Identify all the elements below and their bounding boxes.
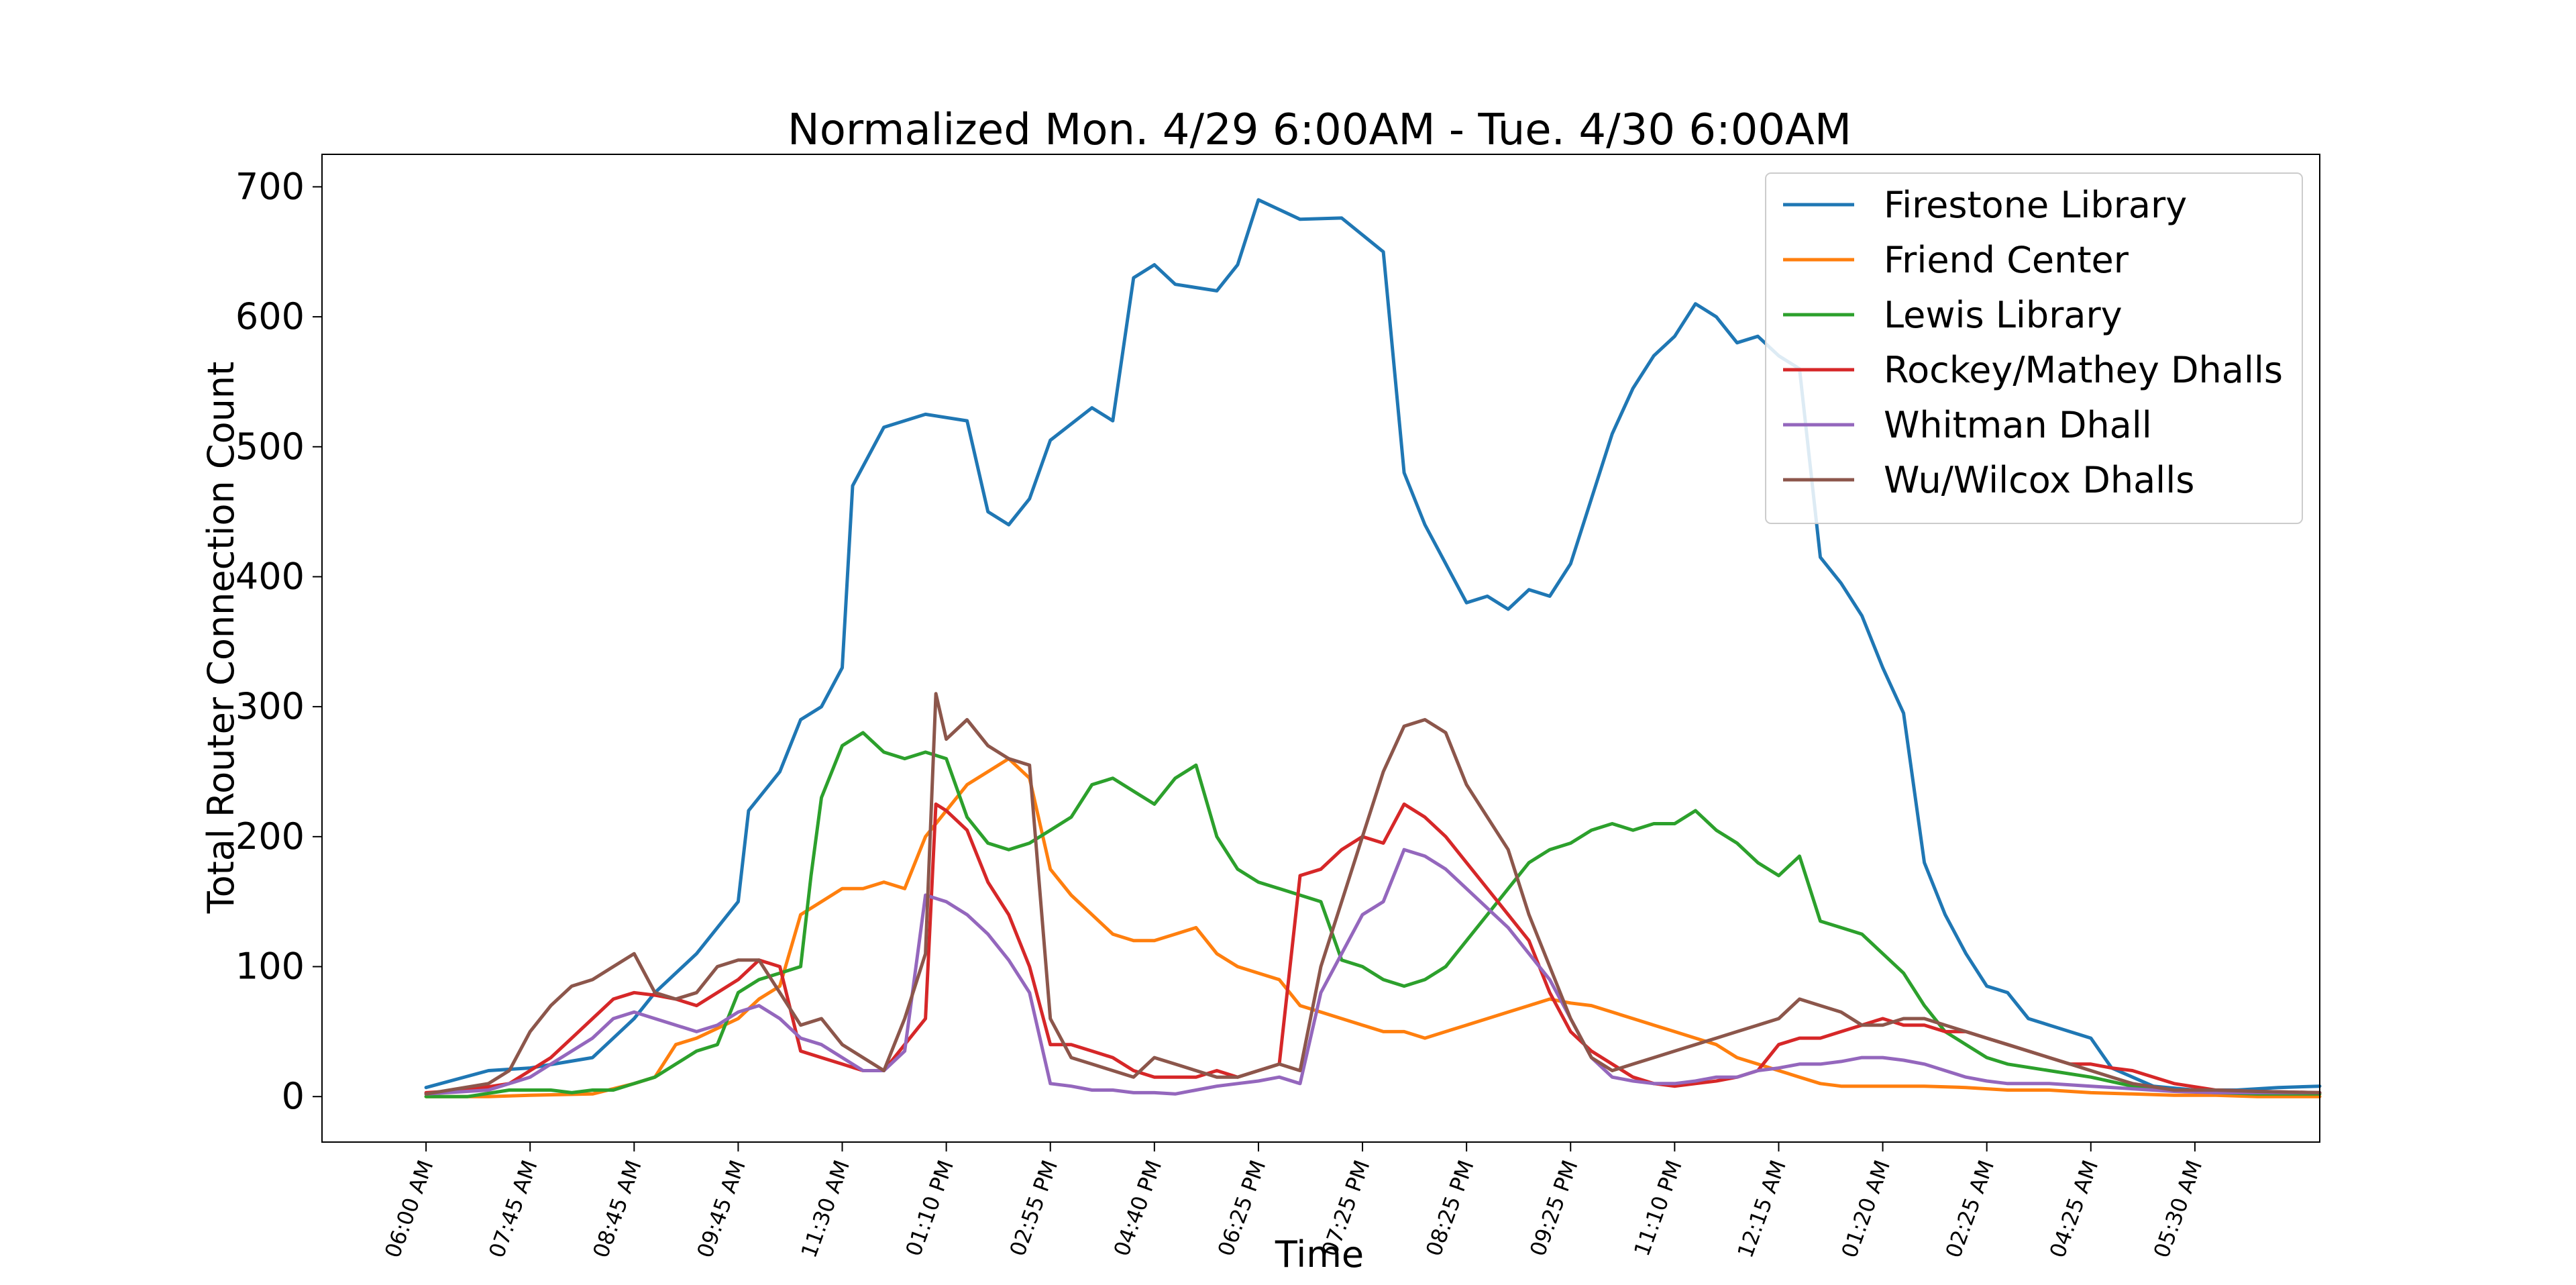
- legend: Firestone Library Friend Center Lewis Libr…: [1765, 172, 2303, 524]
- series-line-friend-center: [424, 757, 2322, 1098]
- y-tick-label: 0: [282, 1075, 305, 1117]
- y-tick-label: 400: [235, 555, 305, 597]
- legend-label: Wu/Wilcox Dhalls: [1884, 459, 2194, 501]
- plot-frame: [321, 154, 2320, 1143]
- y-tick-label: 500: [235, 425, 305, 468]
- y-axis-label: Total Router Connection Count: [200, 362, 242, 914]
- x-axis-label: Time: [1275, 1233, 1364, 1276]
- y-tick-label: 100: [235, 945, 305, 988]
- series-line-lewis-library: [424, 731, 2322, 1098]
- series-line-firestone-library: [424, 198, 2322, 1092]
- legend-label: Lewis Library: [1884, 294, 2123, 336]
- y-tick-label: 600: [235, 295, 305, 338]
- legend-label: Firestone Library: [1884, 184, 2187, 226]
- series-line-wu-wilcox-dhalls: [424, 692, 2322, 1096]
- legend-label: Friend Center: [1884, 239, 2129, 281]
- legend-label: Whitman Dhall: [1884, 404, 2152, 446]
- series-line-whitman-dhall: [424, 847, 2322, 1096]
- y-tick-label: 700: [235, 165, 305, 207]
- y-tick-label: 200: [235, 815, 305, 858]
- legend-box: [1765, 172, 2303, 524]
- series-line-rockey-mathey-dhalls: [424, 802, 2322, 1094]
- chart-title: Normalized Mon. 4/29 6:00AM - Tue. 4/30 …: [788, 105, 1851, 155]
- legend-label: Rockey/Mathey Dhalls: [1884, 349, 2283, 391]
- y-tick-label: 300: [235, 685, 305, 727]
